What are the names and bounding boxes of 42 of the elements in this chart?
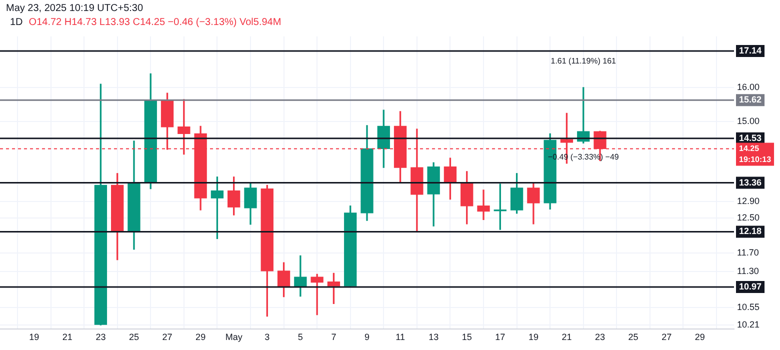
x-tick-label: 5 xyxy=(298,332,303,342)
y-tick-label: 11.30 xyxy=(737,266,759,276)
x-tick-label: 25 xyxy=(128,332,139,342)
ref-line-label: 10.97 xyxy=(739,282,762,292)
x-tick-label: 9 xyxy=(364,332,370,342)
ref-line-label: 17.14 xyxy=(739,45,762,56)
chart-title: 1D xyxy=(10,17,23,28)
x-tick-label: May xyxy=(225,332,243,342)
y-tick-label: 16.00 xyxy=(737,82,760,92)
chart-subtitle: May 23, 2025 10:19 UTC+5:30 xyxy=(6,3,144,14)
x-tick-label: 15 xyxy=(462,332,472,342)
y-tick-label: 11.70 xyxy=(737,247,759,258)
x-tick-label: 27 xyxy=(662,332,672,342)
y-tick-label: 12.90 xyxy=(737,196,760,206)
x-tick-label: 7 xyxy=(331,332,336,342)
ref-line-label: 12.18 xyxy=(739,226,762,236)
x-tick-label: 11 xyxy=(396,332,405,342)
x-tick-label: 21 xyxy=(562,332,572,342)
y-tick-label: 12.50 xyxy=(737,212,760,222)
y-tick-label: 10.55 xyxy=(737,302,760,312)
y-tick-label: 15.00 xyxy=(737,116,760,126)
x-tick-label: 13 xyxy=(428,332,439,342)
candlestick xyxy=(310,274,324,316)
text: O14.72 H14.73 L13.93 C14.25 −0.46 (−3.13%) Vol5.94M xyxy=(28,17,282,28)
x-tick-label: 19 xyxy=(29,332,40,342)
ref-line-label: 14.25 19:10:13 xyxy=(739,144,772,164)
x-tick-label: 23 xyxy=(595,332,606,342)
x-tick-label: 29 xyxy=(694,332,705,342)
x-tick-label: 29 xyxy=(196,332,206,342)
x-tick-label: 17 xyxy=(495,332,506,342)
ref-line-label: 13.36 xyxy=(739,177,762,188)
x-tick-label: 23 xyxy=(96,332,106,342)
x-tick-label: 25 xyxy=(628,332,638,342)
x-tick-label: 27 xyxy=(162,332,172,342)
y-tick-label: 10.21 xyxy=(737,320,760,330)
ref-line-label: 14.53 xyxy=(739,132,762,143)
x-tick-label: 3 xyxy=(264,332,270,342)
x-tick-label: 21 xyxy=(62,332,72,342)
candlestick xyxy=(477,190,490,220)
x-tick-label: 19 xyxy=(528,332,538,342)
annotation: 1.61 (11.19%) 161 xyxy=(550,56,617,66)
ref-line-label: 15.62 xyxy=(739,94,762,105)
